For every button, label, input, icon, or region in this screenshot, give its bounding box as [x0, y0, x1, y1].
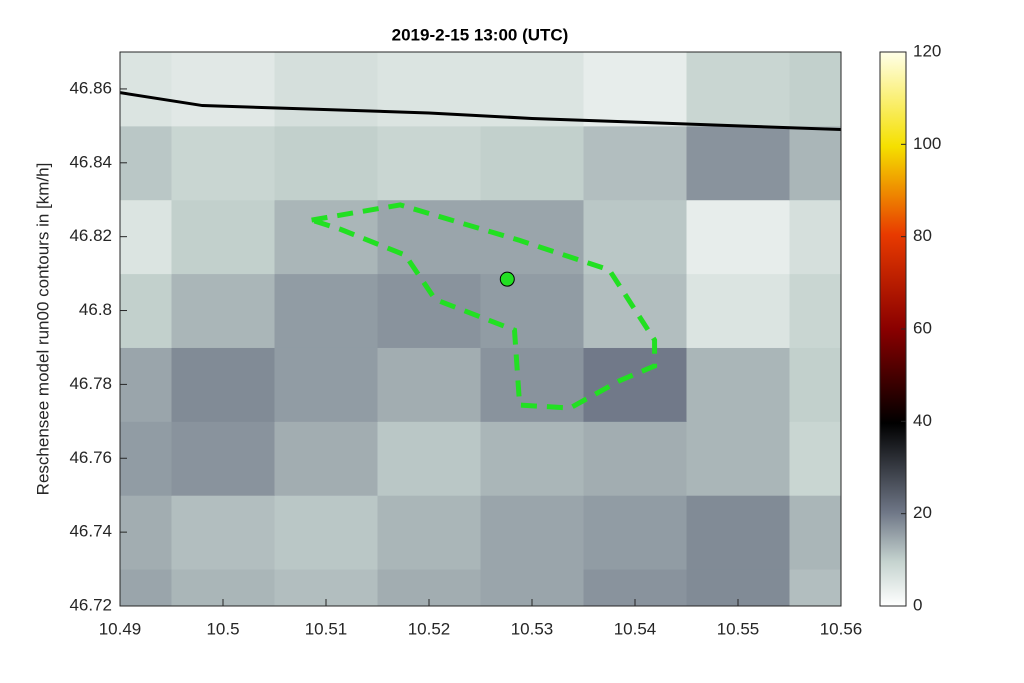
- heat-cell: [583, 273, 687, 348]
- heat-cell: [686, 273, 790, 348]
- heat-cell: [120, 273, 172, 348]
- y-tick-label: 46.74: [69, 522, 112, 541]
- heat-cell: [274, 495, 378, 570]
- heat-cell: [377, 495, 481, 570]
- axes: 10.49 10.5 10.51 10.52 10.53 10.54 10.55 10.56 4…: [69, 41, 941, 638]
- heat-cell: [171, 347, 275, 422]
- heat-cell: [583, 495, 687, 570]
- heat-cell: [583, 421, 687, 496]
- heat-cell: [274, 125, 378, 201]
- heat-cell: [377, 273, 481, 348]
- heat-cell: [686, 421, 790, 496]
- heat-cell: [686, 495, 790, 570]
- heat-cell: [789, 495, 841, 570]
- heat-cell: [120, 421, 172, 496]
- heat-cell: [686, 347, 790, 422]
- heat-cell: [120, 52, 172, 127]
- heat-cell: [789, 421, 841, 496]
- x-tick-label: 10.54: [614, 619, 657, 638]
- heat-cell: [480, 125, 584, 201]
- heat-cell: [171, 125, 275, 201]
- heat-cell: [377, 421, 481, 496]
- y-tick-label: 46.86: [69, 78, 112, 97]
- heat-cell: [171, 421, 275, 496]
- heat-cell: [583, 52, 687, 127]
- heat-cell: [171, 495, 275, 570]
- colorbar-tick-label: 20: [913, 503, 932, 522]
- heat-cell: [789, 52, 841, 127]
- heat-cell: [274, 421, 378, 496]
- heat-cell: [480, 273, 584, 348]
- heat-cell: [686, 52, 790, 127]
- x-tick-label: 10.53: [511, 619, 554, 638]
- y-tick-label: 46.78: [69, 374, 112, 393]
- heat-cell: [377, 347, 481, 422]
- heat-cell: [274, 199, 378, 275]
- y-tick-label: 46.8: [79, 300, 112, 319]
- heat-cell: [789, 569, 841, 606]
- colorbar-tick-label: 40: [913, 411, 932, 430]
- heat-cell: [480, 52, 584, 127]
- heat-cell: [480, 495, 584, 570]
- heat-cell: [789, 273, 841, 348]
- overlay-line: [120, 91, 841, 132]
- y-axis-label: Reschensee model run00 contours in [km/h…: [33, 163, 52, 496]
- heat-cell: [171, 199, 275, 275]
- heat-cell: [583, 125, 687, 201]
- heat-cell: [480, 347, 584, 422]
- colorbar-tick-label: 60: [913, 318, 932, 337]
- heat-cell: [120, 125, 172, 201]
- heat-cell: [583, 347, 687, 422]
- site-marker: [499, 271, 515, 287]
- heat-cell: [274, 52, 378, 127]
- chart-title: 2019-2-15 13:00 (UTC): [392, 25, 569, 44]
- colorbar-tick-label: 100: [913, 134, 941, 153]
- heat-cell: [377, 125, 481, 201]
- heat-cell: [120, 199, 172, 275]
- heat-cell: [480, 421, 584, 496]
- y-tick-label: 46.82: [69, 226, 112, 245]
- heat-cell: [120, 347, 172, 422]
- colorbar-tick-label: 0: [913, 595, 922, 614]
- overlay-line: [310, 202, 658, 411]
- x-tick-label: 10.55: [717, 619, 760, 638]
- heat-cell: [377, 199, 481, 275]
- heat-cell: [789, 199, 841, 275]
- x-tick-label: 10.51: [305, 619, 348, 638]
- y-tick-label: 46.72: [69, 595, 112, 614]
- heat-cell: [171, 52, 275, 127]
- x-tick-label: 10.49: [99, 619, 142, 638]
- x-tick-label: 10.56: [820, 619, 863, 638]
- colorbar-tick-label: 120: [913, 41, 941, 60]
- heat-cell: [274, 273, 378, 348]
- heat-cell: [274, 347, 378, 422]
- heat-cell: [686, 199, 790, 275]
- heat-cell: [171, 273, 275, 348]
- heat-cell: [120, 569, 172, 606]
- y-tick-label: 46.84: [69, 152, 112, 171]
- x-tick-label: 10.5: [206, 619, 239, 638]
- heat-cell: [686, 125, 790, 201]
- plot-area: [120, 52, 841, 606]
- heat-cell: [789, 125, 841, 201]
- plot-frame: [119, 51, 842, 607]
- y-tick-label: 46.76: [69, 448, 112, 467]
- x-tick-label: 10.52: [408, 619, 451, 638]
- heat-cell: [120, 495, 172, 570]
- heat-cell: [789, 347, 841, 422]
- heat-cell: [583, 199, 687, 275]
- heat-cell: [480, 199, 584, 275]
- colorbar-tick-label: 80: [913, 226, 932, 245]
